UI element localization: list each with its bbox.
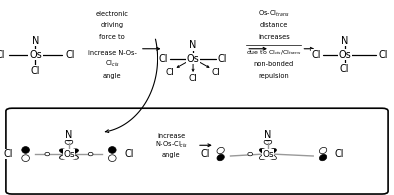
Ellipse shape bbox=[259, 149, 269, 154]
Text: angle: angle bbox=[103, 73, 122, 79]
Text: Cl: Cl bbox=[0, 50, 6, 60]
Text: repulsion: repulsion bbox=[258, 73, 289, 79]
Text: N: N bbox=[341, 35, 348, 46]
Ellipse shape bbox=[69, 149, 78, 154]
Text: Cl: Cl bbox=[65, 50, 75, 60]
Text: increases: increases bbox=[258, 34, 290, 40]
Ellipse shape bbox=[22, 147, 30, 153]
Text: Cl: Cl bbox=[159, 53, 168, 64]
Ellipse shape bbox=[69, 154, 78, 159]
Text: Cl: Cl bbox=[165, 68, 175, 77]
Ellipse shape bbox=[217, 147, 224, 154]
Text: Os: Os bbox=[262, 150, 274, 159]
Text: Os: Os bbox=[187, 53, 199, 64]
Ellipse shape bbox=[108, 147, 116, 153]
Ellipse shape bbox=[320, 147, 327, 154]
Ellipse shape bbox=[248, 152, 253, 156]
Text: Cl: Cl bbox=[312, 50, 321, 60]
Text: increase: increase bbox=[157, 133, 186, 138]
Text: Cl: Cl bbox=[218, 53, 227, 64]
Text: Cl: Cl bbox=[334, 149, 344, 159]
Ellipse shape bbox=[65, 139, 73, 144]
Ellipse shape bbox=[59, 149, 69, 154]
Text: Cl: Cl bbox=[189, 74, 197, 83]
Text: due to Cl$_{cis}$/Cl$_{trans}$: due to Cl$_{cis}$/Cl$_{trans}$ bbox=[246, 48, 302, 57]
Text: non-bonded: non-bonded bbox=[254, 61, 294, 67]
Ellipse shape bbox=[267, 154, 277, 160]
Text: Os: Os bbox=[63, 150, 75, 159]
Text: N: N bbox=[32, 36, 39, 46]
Text: Cl: Cl bbox=[4, 149, 13, 159]
Ellipse shape bbox=[265, 137, 271, 141]
Text: driving: driving bbox=[101, 22, 124, 28]
Ellipse shape bbox=[59, 154, 69, 159]
Text: Cl: Cl bbox=[125, 149, 134, 159]
Ellipse shape bbox=[267, 149, 277, 154]
Ellipse shape bbox=[320, 154, 327, 161]
Text: N: N bbox=[190, 40, 197, 50]
FancyBboxPatch shape bbox=[6, 108, 388, 194]
Ellipse shape bbox=[60, 149, 69, 154]
Text: Cl: Cl bbox=[31, 66, 40, 76]
Ellipse shape bbox=[217, 154, 224, 161]
Text: Os: Os bbox=[338, 50, 351, 60]
Text: increase N-Os-: increase N-Os- bbox=[88, 50, 137, 56]
Ellipse shape bbox=[88, 152, 93, 156]
Ellipse shape bbox=[264, 139, 272, 144]
Ellipse shape bbox=[69, 149, 78, 154]
Text: force to: force to bbox=[99, 34, 125, 40]
Text: Os: Os bbox=[29, 50, 42, 60]
Text: distance: distance bbox=[260, 22, 288, 28]
Text: Cl$_{cis}$: Cl$_{cis}$ bbox=[105, 59, 120, 69]
Ellipse shape bbox=[66, 137, 72, 141]
Ellipse shape bbox=[69, 154, 78, 159]
Ellipse shape bbox=[45, 152, 50, 156]
Text: Os-Cl$_{trans}$: Os-Cl$_{trans}$ bbox=[258, 9, 290, 19]
Ellipse shape bbox=[60, 154, 69, 159]
Text: N: N bbox=[264, 129, 271, 140]
Text: Cl: Cl bbox=[212, 68, 221, 77]
Text: N-Os-Cl$_{cis}$: N-Os-Cl$_{cis}$ bbox=[155, 140, 188, 150]
Text: Cl: Cl bbox=[340, 64, 349, 74]
Text: Cl: Cl bbox=[378, 50, 388, 60]
Text: N: N bbox=[65, 129, 72, 140]
Ellipse shape bbox=[259, 154, 269, 160]
Text: Cl: Cl bbox=[200, 149, 210, 159]
Text: electronic: electronic bbox=[96, 11, 129, 17]
Ellipse shape bbox=[108, 155, 116, 161]
Text: angle: angle bbox=[162, 152, 181, 158]
Ellipse shape bbox=[22, 155, 30, 161]
